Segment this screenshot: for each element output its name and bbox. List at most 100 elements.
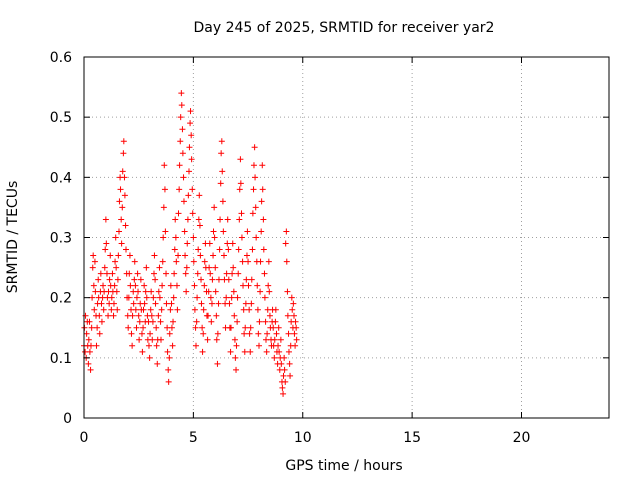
data-point: [266, 288, 273, 295]
data-point: [204, 336, 211, 343]
data-point: [136, 318, 143, 325]
data-point: [259, 186, 266, 193]
data-point: [195, 216, 202, 223]
data-point: [161, 186, 168, 193]
data-point: [136, 336, 143, 343]
data-point: [211, 204, 218, 211]
data-point: [224, 240, 231, 247]
data-point: [206, 240, 213, 247]
data-point: [174, 306, 181, 313]
data-point: [159, 258, 166, 265]
data-point: [207, 270, 214, 277]
data-point: [228, 324, 234, 331]
data-point: [115, 252, 122, 259]
data-point: [100, 306, 107, 313]
data-point: [93, 342, 100, 349]
data-point: [137, 276, 144, 283]
data-point: [278, 360, 285, 367]
data-point: [183, 264, 190, 271]
data-point: [131, 258, 138, 265]
data-point: [276, 348, 283, 355]
data-point: [98, 318, 105, 325]
data-point: [206, 264, 213, 271]
data-point: [184, 216, 191, 223]
data-point: [132, 282, 139, 289]
data-point: [170, 294, 177, 301]
data-point: [111, 282, 118, 289]
data-point: [108, 294, 115, 301]
data-point: [272, 318, 279, 325]
data-point: [156, 294, 163, 301]
data-point: [141, 300, 148, 307]
x-tick-label: 20: [513, 430, 531, 446]
data-point: [175, 252, 182, 259]
data-point: [197, 252, 204, 259]
data-point: [213, 312, 220, 319]
data-point: [193, 318, 200, 325]
data-point: [282, 378, 289, 385]
data-point: [109, 270, 116, 277]
data-point: [152, 300, 159, 307]
data-point: [162, 228, 169, 235]
data-point: [114, 306, 121, 313]
data-point: [125, 294, 132, 301]
data-point: [265, 258, 272, 265]
data-point: [258, 228, 265, 235]
data-point: [199, 324, 206, 331]
data-point: [279, 384, 286, 391]
data-point: [177, 138, 184, 145]
data-point: [195, 246, 202, 253]
data-point: [240, 282, 247, 289]
data-point: [158, 336, 164, 343]
data-point: [292, 342, 299, 349]
data-point: [225, 276, 232, 283]
chart-title: Day 245 of 2025, SRMTID for receiver yar…: [194, 20, 495, 36]
data-point: [83, 330, 90, 337]
data-point: [182, 252, 189, 259]
data-point: [284, 312, 291, 319]
data-point: [126, 252, 133, 259]
data-point: [160, 204, 167, 211]
data-point: [245, 258, 252, 265]
data-point: [194, 294, 201, 301]
data-point: [246, 306, 253, 313]
data-point: [285, 330, 292, 337]
data-point: [293, 336, 300, 343]
x-tick-label: 0: [80, 430, 89, 446]
data-point: [178, 102, 185, 109]
data-point: [146, 354, 153, 361]
data-point: [226, 300, 233, 307]
data-point: [163, 270, 170, 277]
data-point: [231, 312, 238, 319]
data-point: [165, 366, 172, 373]
data-point: [238, 210, 245, 217]
data-point: [155, 312, 162, 319]
data-point: [240, 306, 247, 313]
data-point: [172, 216, 179, 223]
data-point: [230, 264, 237, 271]
data-point: [208, 300, 215, 307]
data-point: [205, 288, 212, 295]
data-point: [244, 228, 251, 235]
data-point: [103, 270, 110, 277]
x-tick-label: 15: [403, 430, 421, 446]
data-point: [272, 306, 279, 313]
data-point: [212, 264, 219, 271]
data-point: [219, 198, 226, 205]
data-point: [110, 300, 117, 307]
data-point: [89, 264, 96, 271]
data-point: [246, 330, 253, 337]
data-point: [143, 294, 150, 301]
data-point: [147, 306, 154, 313]
data-point: [119, 168, 126, 175]
data-point: [190, 258, 197, 265]
data-point: [245, 282, 252, 289]
data-point: [191, 282, 198, 289]
data-point: [260, 246, 267, 253]
data-point: [140, 306, 147, 313]
data-point: [102, 216, 109, 223]
data-point: [259, 162, 266, 169]
data-point: [218, 138, 225, 145]
data-point: [121, 192, 128, 199]
data-point: [89, 294, 96, 301]
